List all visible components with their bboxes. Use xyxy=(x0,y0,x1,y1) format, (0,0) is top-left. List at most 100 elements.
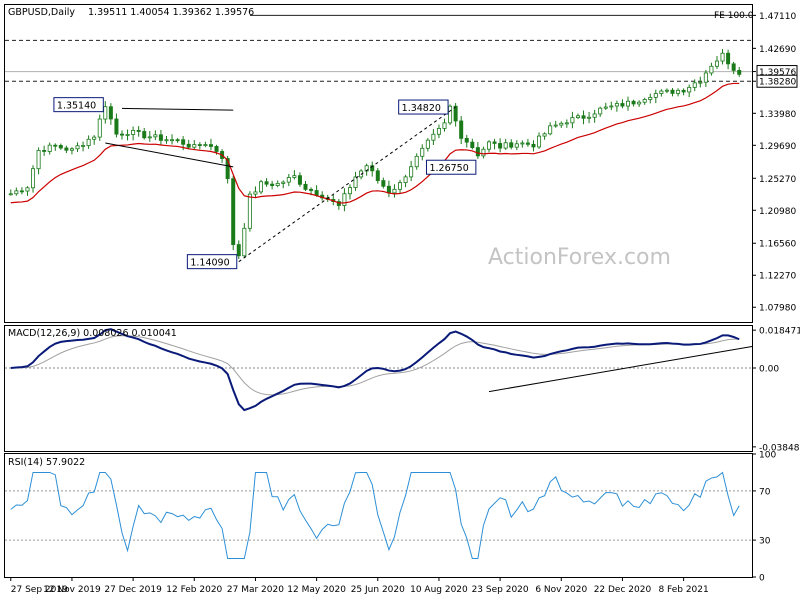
price-annotation: 1.14090 xyxy=(186,254,238,270)
x-axis-label: 12 Feb 2020 xyxy=(166,577,223,595)
candle xyxy=(170,134,175,145)
candle xyxy=(598,106,603,117)
svg-text:30: 30 xyxy=(759,537,771,547)
price-tick-label: 1.16560 xyxy=(752,240,796,250)
svg-text:1.38280: 1.38280 xyxy=(759,78,796,88)
candle xyxy=(670,88,675,97)
fe-label: FE 100.0 xyxy=(714,11,754,21)
candle xyxy=(297,172,302,187)
svg-text:0.018471: 0.018471 xyxy=(759,327,800,337)
macd-title: MACD(12,26,9) 0.008026 0.010041 xyxy=(8,328,177,339)
price-tick-label: 1.42690 xyxy=(752,45,796,55)
candle xyxy=(64,145,69,154)
svg-text:70: 70 xyxy=(759,487,771,497)
candle xyxy=(25,186,30,196)
candle xyxy=(498,138,503,153)
price-annotation: 1.26750 xyxy=(425,159,477,175)
candle xyxy=(442,118,447,132)
candle xyxy=(409,160,414,182)
macd-layer xyxy=(5,328,753,412)
candle xyxy=(637,100,642,107)
svg-text:1.47110: 1.47110 xyxy=(759,12,796,22)
candle xyxy=(631,99,636,107)
svg-text:1.35140: 1.35140 xyxy=(57,101,96,112)
candle xyxy=(19,187,24,195)
candle xyxy=(392,184,397,198)
candle xyxy=(486,140,491,153)
candle xyxy=(459,116,464,144)
svg-text:1.20980: 1.20980 xyxy=(759,207,796,217)
macd-signal-line xyxy=(10,335,740,396)
candle xyxy=(448,104,453,125)
candle xyxy=(436,124,441,139)
candle xyxy=(537,132,542,149)
candle xyxy=(614,100,619,112)
candle xyxy=(275,180,280,188)
x-axis-label: 8 Feb 2021 xyxy=(658,577,709,595)
x-axis-label: 27 Sep 2019 xyxy=(10,577,68,595)
trend-line xyxy=(238,106,456,263)
candle xyxy=(92,135,97,145)
symbol-label: GBPUSD,Daily xyxy=(8,7,75,18)
candle xyxy=(403,174,408,188)
x-axis-label: 23 Sep 2020 xyxy=(472,577,529,595)
candle xyxy=(31,165,36,193)
svg-text:25 Jun 2020: 25 Jun 2020 xyxy=(351,585,405,595)
candle xyxy=(119,130,124,140)
svg-text:1.33980: 1.33980 xyxy=(759,110,796,120)
macd-tick-label: 0.00 xyxy=(752,365,779,375)
candle xyxy=(231,175,236,251)
candle xyxy=(492,138,497,150)
svg-text:27 Mar 2020: 27 Mar 2020 xyxy=(227,585,284,595)
rsi-title: RSI(14) 57.9022 xyxy=(8,457,85,468)
candle xyxy=(687,84,692,98)
svg-text:23 Sep 2020: 23 Sep 2020 xyxy=(472,585,529,595)
price-tick-label: 1.47110 xyxy=(752,12,796,22)
channel-line-0 xyxy=(121,107,234,111)
candle xyxy=(592,109,597,123)
candle xyxy=(731,61,736,75)
svg-text:0.00: 0.00 xyxy=(759,365,779,375)
svg-text:1.29690: 1.29690 xyxy=(759,142,796,152)
candle xyxy=(270,180,275,190)
candle xyxy=(714,56,719,69)
rsi-tick-label: 100 xyxy=(752,451,776,461)
candle xyxy=(570,111,575,129)
candle xyxy=(581,110,586,125)
candle xyxy=(197,142,202,150)
svg-text:100: 100 xyxy=(759,451,776,461)
price-panel xyxy=(4,4,753,323)
price-tick-label: 1.20980 xyxy=(752,207,796,217)
candle xyxy=(158,129,163,146)
x-axis-label: 12 Nov 2019 xyxy=(43,577,101,595)
candle xyxy=(525,138,530,147)
candle xyxy=(564,119,569,128)
candle xyxy=(69,147,74,155)
candle xyxy=(381,177,386,189)
svg-text:1.34820: 1.34820 xyxy=(402,103,441,114)
candle xyxy=(175,137,180,143)
candle xyxy=(676,88,681,97)
svg-text:1.26750: 1.26750 xyxy=(429,163,468,174)
candle xyxy=(503,138,508,150)
candle xyxy=(186,139,191,150)
candle xyxy=(453,103,458,127)
candle xyxy=(247,191,252,232)
candle xyxy=(626,96,631,111)
candle xyxy=(36,147,41,175)
svg-text:12 May 2020: 12 May 2020 xyxy=(287,585,346,595)
candle xyxy=(431,129,436,146)
candle xyxy=(53,143,58,151)
svg-text:1.16560: 1.16560 xyxy=(759,240,796,250)
svg-text:1.42690: 1.42690 xyxy=(759,45,796,55)
rsi-line xyxy=(10,471,740,560)
candle xyxy=(103,101,108,124)
svg-text:10 Aug 2020: 10 Aug 2020 xyxy=(410,585,468,595)
candle xyxy=(703,69,708,87)
candle xyxy=(475,142,480,159)
candle xyxy=(108,103,113,125)
ohlc-label: 1.39511 1.40054 1.39362 1.39576 xyxy=(88,7,254,18)
candle xyxy=(553,120,558,128)
candle xyxy=(542,132,547,140)
candle xyxy=(559,121,564,128)
